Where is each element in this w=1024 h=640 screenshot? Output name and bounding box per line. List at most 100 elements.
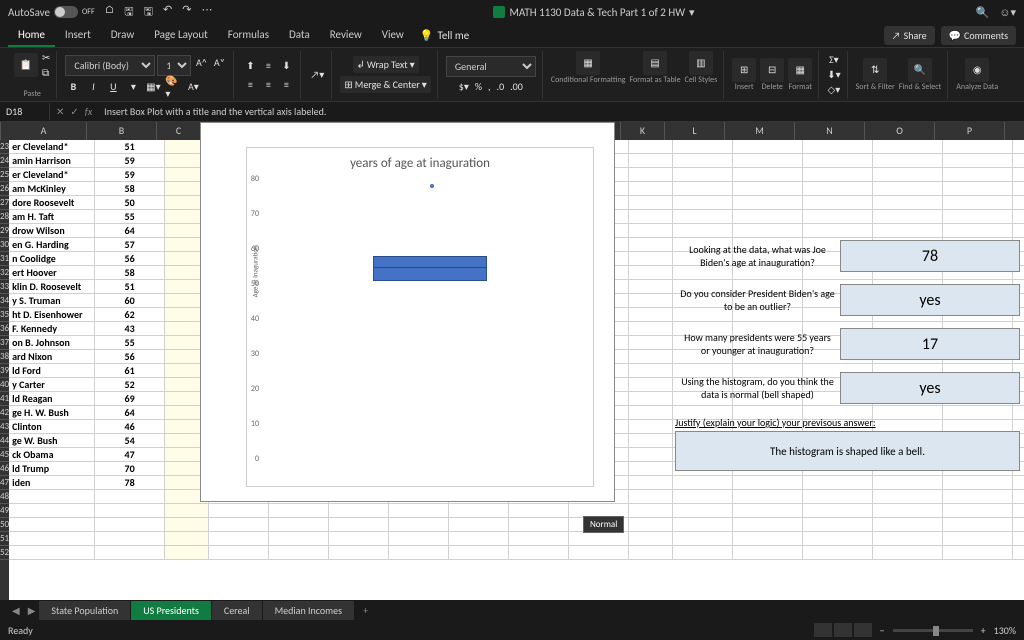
formula-bar: D18 ✕ ✓ fx Insert Box Plot with a title …: [0, 102, 1024, 122]
fill-color-icon[interactable]: 🎨▾: [165, 79, 181, 95]
align-left-icon[interactable]: ≡: [242, 76, 258, 92]
comments-button[interactable]: 💬Comments: [941, 26, 1016, 45]
font-color-icon[interactable]: A▾: [185, 79, 201, 95]
status-text: Ready: [8, 624, 33, 637]
justify-answer[interactable]: The histogram is shaped like a bell.: [675, 431, 1020, 471]
align-mid-icon[interactable]: ≡: [260, 57, 276, 73]
formula-input[interactable]: Insert Box Plot with a title and the ver…: [98, 103, 1024, 120]
format-cells-icon[interactable]: ▦: [788, 58, 812, 82]
inc-dec-icon[interactable]: .0: [497, 80, 505, 93]
merge-center-button[interactable]: ⊞ Merge & Center ▾: [340, 76, 430, 93]
analyze-icon[interactable]: ◉: [965, 58, 989, 82]
cut-icon[interactable]: ✂: [42, 51, 50, 64]
paste-button[interactable]: 📋: [14, 53, 38, 77]
cell-styles-icon[interactable]: ▥: [689, 51, 713, 75]
percent-icon[interactable]: %: [475, 80, 482, 93]
clear-icon[interactable]: ◇▾: [828, 83, 841, 96]
font-size-select[interactable]: 12: [157, 55, 191, 76]
titlebar: AutoSave OFF ⌂ 🖫 🖫 ↶ ↷ ⋯ MATH 1130 Data …: [0, 0, 1024, 24]
align-right-icon[interactable]: ≡: [278, 76, 294, 92]
sheet-tabs: ◀ ▶ State PopulationUS PresidentsCerealM…: [0, 600, 1024, 620]
name-box[interactable]: D18: [0, 103, 50, 120]
qa-question: Do you consider President Biden's age to…: [675, 284, 840, 316]
justify-label: Justify (explain your logic) your previs…: [675, 416, 1020, 429]
border-icon[interactable]: ▦▾: [145, 79, 161, 95]
more-icon[interactable]: ⋯: [201, 3, 212, 22]
sheet-nav-next[interactable]: ▶: [24, 604, 40, 617]
tab-data[interactable]: Data: [279, 24, 320, 47]
autosave-toggle[interactable]: AutoSave OFF: [8, 6, 95, 19]
sheet-nav-prev[interactable]: ◀: [8, 604, 24, 617]
row-headers[interactable]: 2324252627282930313233343536373839404142…: [0, 140, 9, 600]
wrap-text-button[interactable]: ↲ Wrap Text ▾: [353, 56, 419, 73]
view-layout-icon[interactable]: [834, 623, 852, 637]
fmt-table-icon[interactable]: ▤: [643, 51, 667, 75]
tell-me[interactable]: 💡 Tell me: [420, 29, 469, 42]
currency-icon[interactable]: $▾: [459, 80, 469, 93]
save-icon[interactable]: 🖫: [124, 3, 133, 22]
user-icon[interactable]: ☺▾: [999, 6, 1016, 19]
grid[interactable]: ABCDEFGHIJKLMNOPQ 2324252627282930313233…: [0, 122, 1024, 600]
qa-question: Using the histogram, do you think the da…: [675, 372, 840, 404]
tab-page-layout[interactable]: Page Layout: [144, 24, 218, 47]
sheet-tab[interactable]: Median Incomes: [263, 601, 355, 620]
sheet-tab[interactable]: US Presidents: [131, 601, 212, 620]
chart-title: years of age at inaguration: [247, 148, 593, 179]
insert-cells-icon[interactable]: ⊞: [732, 58, 756, 82]
qa-answer[interactable]: 78: [840, 240, 1020, 272]
font-select[interactable]: Calibri (Body): [65, 55, 155, 76]
tab-formulas[interactable]: Formulas: [218, 24, 279, 47]
zoom-value[interactable]: 130%: [994, 624, 1016, 637]
undo-icon[interactable]: ↶: [163, 3, 172, 22]
fx-icon[interactable]: fx: [85, 105, 92, 118]
share-button[interactable]: ↗Share: [884, 26, 935, 45]
tab-home[interactable]: Home: [8, 24, 55, 47]
save2-icon[interactable]: 🖫: [144, 3, 153, 22]
tab-draw[interactable]: Draw: [101, 24, 144, 47]
align-top-icon[interactable]: ⬆: [242, 57, 258, 73]
enter-icon[interactable]: ✓: [70, 105, 78, 118]
chart-container[interactable]: years of age at inaguration Age at Inagu…: [200, 122, 615, 502]
comma-icon[interactable]: ,: [488, 80, 491, 93]
add-sheet-button[interactable]: +: [355, 604, 376, 617]
ribbon-tabs: HomeInsertDrawPage LayoutFormulasDataRev…: [0, 24, 1024, 48]
search-icon[interactable]: 🔍: [976, 6, 990, 19]
find-select-icon[interactable]: 🔍: [908, 58, 932, 82]
shrink-font-icon[interactable]: A˅: [211, 55, 227, 71]
cond-fmt-icon[interactable]: ▦: [576, 51, 600, 75]
zoom-in-button[interactable]: +: [981, 624, 986, 637]
copy-icon[interactable]: ⧉: [42, 66, 50, 79]
qa-answer[interactable]: 17: [840, 328, 1020, 360]
doc-title: MATH 1130 Data & Tech Part 1 of 2 HW ▾: [212, 6, 975, 19]
qa-answer[interactable]: yes: [840, 372, 1020, 404]
autosum-icon[interactable]: Σ▾: [829, 53, 839, 66]
ribbon: 📋 ✂ ⧉ Paste Calibri (Body) 12 A^ A˅ B I …: [0, 48, 1024, 102]
grow-font-icon[interactable]: A^: [193, 55, 209, 71]
italic-button[interactable]: I: [85, 79, 101, 95]
delete-cells-icon[interactable]: ⊟: [760, 58, 784, 82]
tab-view[interactable]: View: [372, 24, 414, 47]
zoom-out-button[interactable]: −: [880, 624, 885, 637]
tab-review[interactable]: Review: [320, 24, 372, 47]
bold-button[interactable]: B: [65, 79, 81, 95]
dec-dec-icon[interactable]: .00: [510, 80, 523, 93]
home-icon[interactable]: ⌂: [105, 3, 115, 22]
cancel-icon[interactable]: ✕: [56, 105, 64, 118]
tab-insert[interactable]: Insert: [55, 24, 101, 47]
sheet-tab[interactable]: Cereal: [212, 601, 263, 620]
qa-answer[interactable]: yes: [840, 284, 1020, 316]
underline-button[interactable]: U: [105, 79, 121, 95]
sheet-tab[interactable]: State Population: [39, 601, 131, 620]
align-center-icon[interactable]: ≡: [260, 76, 276, 92]
view-normal-icon[interactable]: [814, 623, 832, 637]
view-break-icon[interactable]: [854, 623, 872, 637]
qa-question: Looking at the data, what was Joe Biden'…: [675, 240, 840, 272]
orientation-icon[interactable]: ↗▾: [309, 67, 325, 83]
bulb-icon: 💡: [420, 29, 434, 42]
zoom-slider[interactable]: [893, 629, 973, 632]
number-format-select[interactable]: General: [446, 56, 536, 77]
align-bot-icon[interactable]: ⬇: [278, 57, 294, 73]
fill-icon[interactable]: ⬇▾: [827, 68, 840, 81]
redo-icon[interactable]: ↷: [182, 3, 191, 22]
sort-filter-icon[interactable]: ⇅: [863, 58, 887, 82]
